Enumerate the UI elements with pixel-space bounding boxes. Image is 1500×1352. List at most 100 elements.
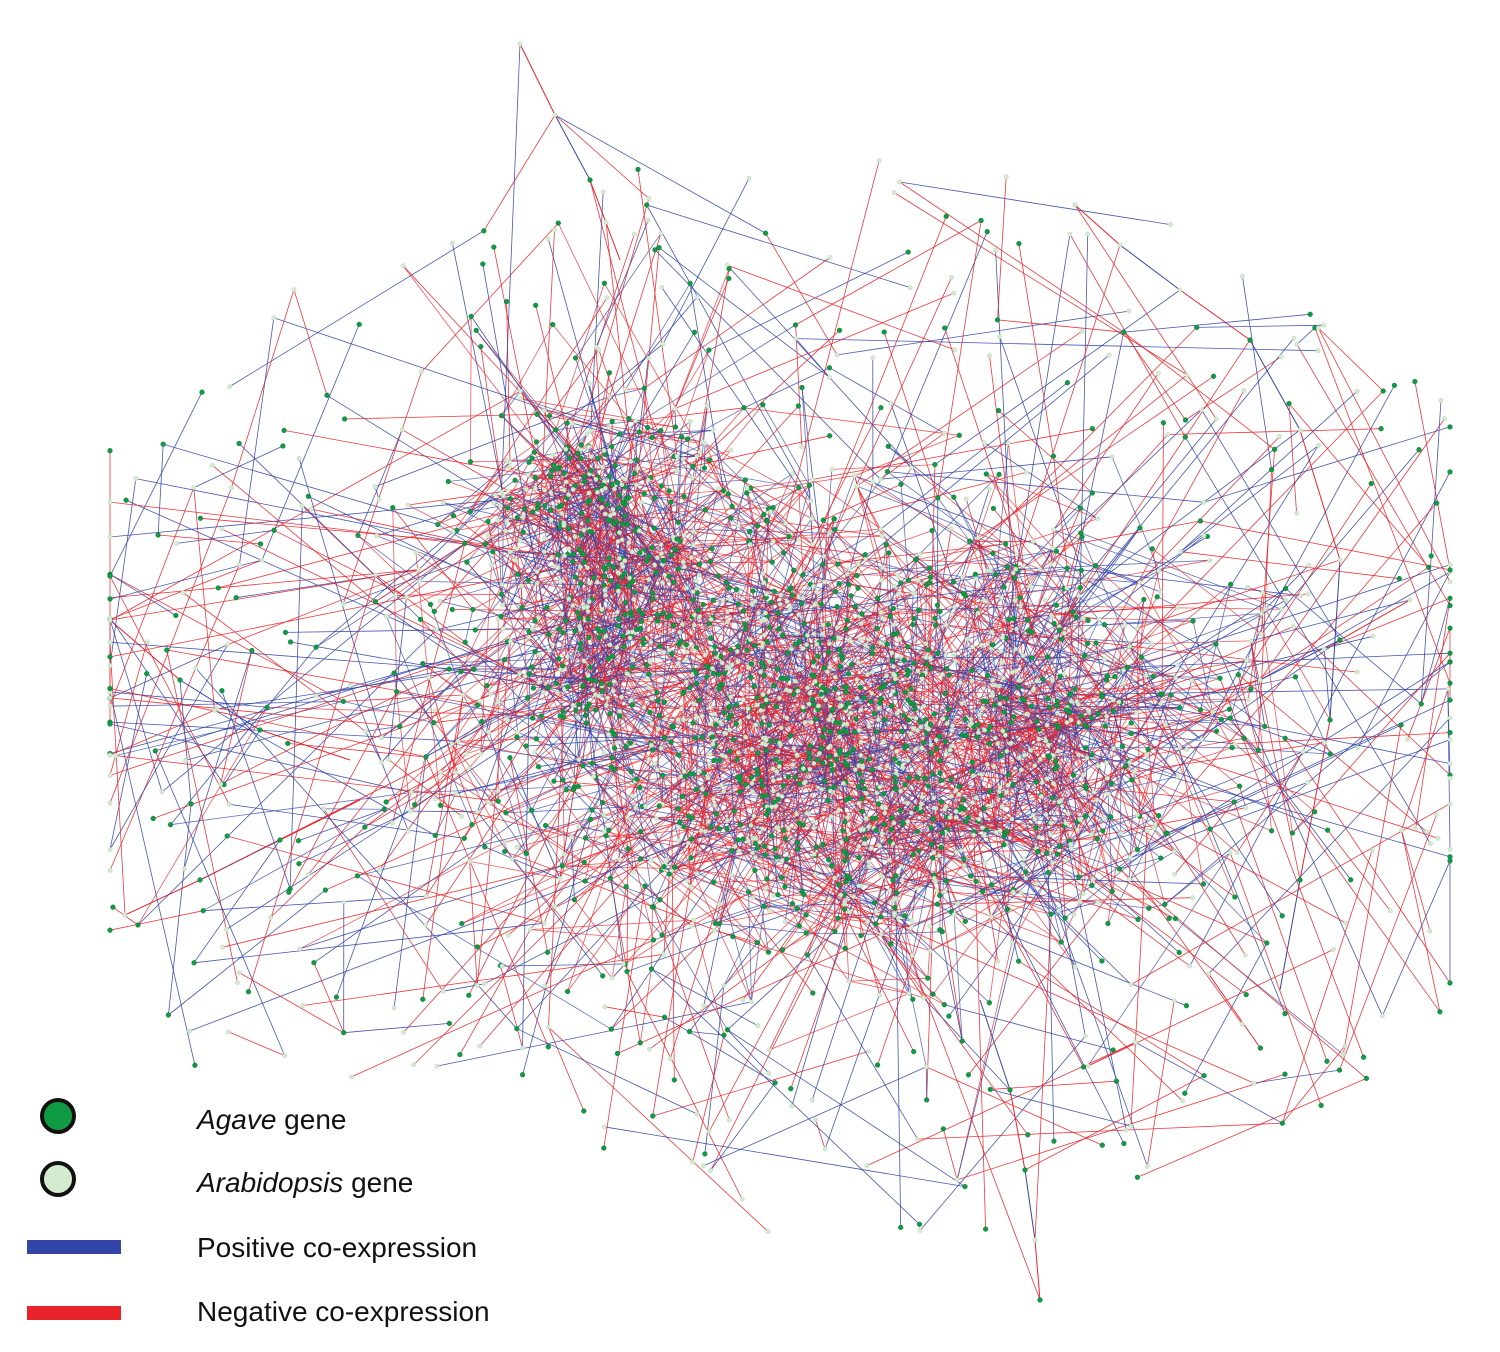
arabidopsis-gene-node (718, 720, 722, 724)
agave-gene-node (821, 734, 826, 739)
network-edge (484, 115, 555, 231)
arabidopsis-gene-node (749, 1000, 753, 1004)
network-edge (1285, 738, 1450, 983)
arabidopsis-gene-node (919, 802, 923, 806)
network-edge (830, 368, 945, 433)
agave-gene-node (998, 695, 1003, 700)
agave-gene-node (970, 760, 975, 765)
network-edge (728, 1030, 966, 1187)
network-edge (1019, 244, 1054, 457)
agave-gene-node (883, 717, 888, 722)
agave-gene-node (913, 707, 918, 712)
agave-gene-node (764, 748, 769, 753)
network-edge (1201, 385, 1394, 739)
agave-gene-node (696, 608, 701, 613)
agave-gene-node (688, 771, 693, 776)
agave-gene-node (858, 685, 863, 690)
network-edge (1230, 853, 1321, 1106)
agave-gene-node (830, 707, 835, 712)
arabidopsis-gene-node (976, 730, 980, 734)
network-edge (796, 221, 982, 325)
network-edge (576, 233, 662, 358)
agave-gene-node (987, 741, 992, 746)
agave-gene-node (382, 807, 387, 812)
arabidopsis-gene-node (714, 717, 718, 721)
agave-gene-node (610, 755, 615, 760)
network-edge (1054, 373, 1159, 530)
network-edge (943, 1129, 957, 1180)
arabidopsis-gene-node (1152, 826, 1156, 830)
network-edge (1035, 914, 1051, 1240)
agave-gene-node (770, 560, 775, 565)
agave-gene-node (984, 699, 989, 704)
network-edge (978, 376, 1213, 538)
arabidopsis-gene-node (698, 614, 702, 618)
arabidopsis-gene-node (741, 698, 745, 702)
network-edge (336, 793, 411, 998)
arabidopsis-gene-node (1010, 941, 1014, 945)
agave-gene-node (826, 622, 831, 627)
arabidopsis-gene-node (982, 728, 986, 732)
arabidopsis-gene-node (906, 819, 910, 823)
agave-gene-node (988, 725, 993, 730)
network-edge (1136, 1042, 1283, 1123)
network-edge (227, 836, 544, 923)
network-edge (675, 409, 676, 428)
agave-gene-node (642, 491, 647, 496)
network-edge (640, 969, 651, 1043)
agave-gene-node (616, 624, 621, 629)
network-edge (1382, 861, 1450, 1016)
arabidopsis-gene-node (797, 595, 801, 599)
arabidopsis-gene-node (576, 715, 580, 719)
arabidopsis-gene-node (776, 749, 780, 753)
arabidopsis-gene-node (827, 531, 831, 535)
arabidopsis-gene-node (811, 664, 815, 668)
agave-gene-node (932, 712, 937, 717)
agave-gene-node (728, 648, 733, 653)
network-edge (224, 730, 260, 785)
arabidopsis-gene-node (1049, 613, 1053, 617)
network-edge (627, 849, 628, 972)
network-edge (591, 192, 604, 431)
agave-gene-node (612, 565, 617, 570)
arabidopsis-gene-node (950, 612, 954, 616)
network-edge (980, 1000, 1010, 1090)
network-edge (1010, 1090, 1025, 1170)
agave-gene-node (808, 743, 813, 748)
arabidopsis-gene-node (771, 789, 775, 793)
arabidopsis-gene-node (1083, 577, 1087, 581)
agave-gene-node (767, 625, 772, 630)
agave-gene-node (903, 690, 908, 695)
agave-gene-node (767, 722, 772, 727)
agave-gene-node (617, 432, 622, 437)
agave-gene-node (1230, 745, 1235, 750)
network-edge (288, 743, 426, 757)
agave-gene-node (701, 602, 706, 607)
arabidopsis-gene-node (952, 605, 956, 609)
arabidopsis-gene-node (922, 704, 926, 708)
network-edge (352, 940, 654, 1077)
network-edge (1152, 549, 1261, 634)
agave-gene-node (629, 770, 634, 775)
agave-gene-node (755, 846, 760, 851)
arabidopsis-gene-node (725, 818, 729, 822)
network-edge (901, 468, 912, 485)
network-edge (110, 692, 267, 707)
agave-gene-node (727, 586, 732, 591)
arabidopsis-gene-node (981, 706, 985, 710)
agave-gene-node (911, 622, 916, 627)
arabidopsis-gene-node (456, 739, 460, 743)
network-edge (769, 994, 908, 1050)
arabidopsis-gene-node (503, 840, 507, 844)
agave-gene-node (902, 913, 907, 918)
arabidopsis-gene-node (694, 579, 698, 583)
agave-gene-node (807, 751, 812, 756)
arabidopsis-gene-node (603, 588, 607, 592)
network-edge (1200, 521, 1450, 570)
network-edge (945, 328, 1030, 586)
network-edge (324, 809, 384, 810)
arabidopsis-gene-node (960, 575, 964, 579)
agave-gene-node (694, 787, 699, 792)
network-edge (477, 832, 705, 947)
arabidopsis-gene-node (615, 741, 619, 745)
